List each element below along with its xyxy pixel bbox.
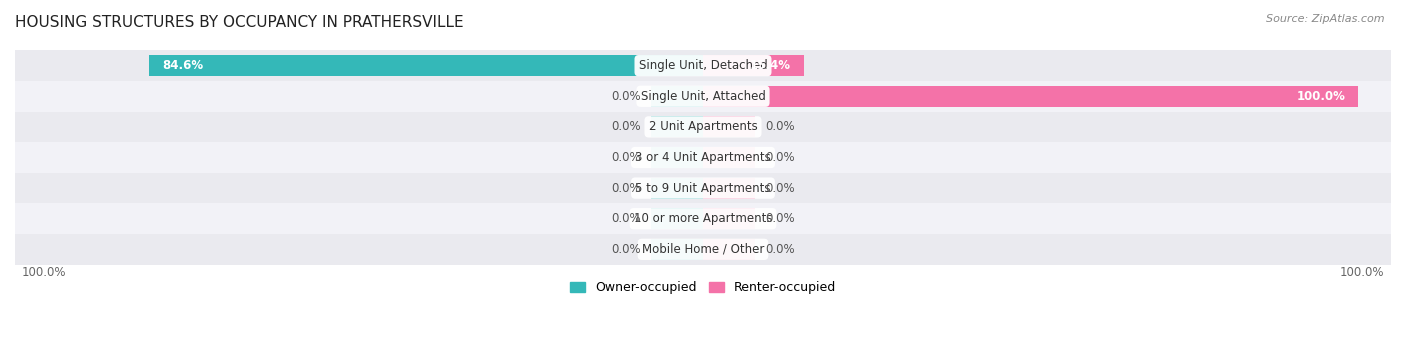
Bar	[703, 86, 1358, 107]
Bar	[149, 55, 703, 76]
Text: Single Unit, Detached: Single Unit, Detached	[638, 59, 768, 72]
Text: HOUSING STRUCTURES BY OCCUPANCY IN PRATHERSVILLE: HOUSING STRUCTURES BY OCCUPANCY IN PRATH…	[15, 15, 464, 30]
Bar	[15, 234, 1391, 265]
Bar	[703, 117, 755, 137]
Text: 0.0%: 0.0%	[765, 120, 794, 133]
Text: 0.0%: 0.0%	[765, 212, 794, 225]
Text: 100.0%: 100.0%	[1296, 90, 1346, 103]
Bar	[15, 112, 1391, 142]
Bar	[15, 81, 1391, 112]
Text: 0.0%: 0.0%	[765, 182, 794, 195]
Bar	[15, 173, 1391, 204]
Bar	[703, 55, 804, 76]
Text: 0.0%: 0.0%	[612, 151, 641, 164]
Text: 2 Unit Apartments: 2 Unit Apartments	[648, 120, 758, 133]
Bar	[703, 147, 755, 168]
Text: 0.0%: 0.0%	[612, 182, 641, 195]
Text: 0.0%: 0.0%	[612, 120, 641, 133]
Text: 100.0%: 100.0%	[21, 266, 66, 279]
Text: Source: ZipAtlas.com: Source: ZipAtlas.com	[1267, 14, 1385, 24]
Bar	[15, 142, 1391, 173]
Bar	[15, 50, 1391, 81]
Bar	[703, 178, 755, 198]
Text: 10 or more Apartments: 10 or more Apartments	[634, 212, 772, 225]
Bar	[703, 208, 755, 229]
Bar	[651, 147, 703, 168]
Bar	[651, 117, 703, 137]
Text: 0.0%: 0.0%	[612, 243, 641, 256]
Bar	[651, 208, 703, 229]
Text: 0.0%: 0.0%	[612, 212, 641, 225]
Text: Mobile Home / Other: Mobile Home / Other	[641, 243, 765, 256]
Text: 5 to 9 Unit Apartments: 5 to 9 Unit Apartments	[636, 182, 770, 195]
Text: 0.0%: 0.0%	[612, 90, 641, 103]
Bar	[651, 178, 703, 198]
Text: 0.0%: 0.0%	[765, 243, 794, 256]
Bar	[703, 239, 755, 260]
Text: 15.4%: 15.4%	[749, 59, 790, 72]
Bar	[651, 239, 703, 260]
Text: 100.0%: 100.0%	[1340, 266, 1385, 279]
Bar	[15, 204, 1391, 234]
Bar	[651, 86, 703, 107]
Legend: Owner-occupied, Renter-occupied: Owner-occupied, Renter-occupied	[565, 276, 841, 299]
Text: 3 or 4 Unit Apartments: 3 or 4 Unit Apartments	[636, 151, 770, 164]
Text: 0.0%: 0.0%	[765, 151, 794, 164]
Text: 84.6%: 84.6%	[162, 59, 202, 72]
Text: Single Unit, Attached: Single Unit, Attached	[641, 90, 765, 103]
